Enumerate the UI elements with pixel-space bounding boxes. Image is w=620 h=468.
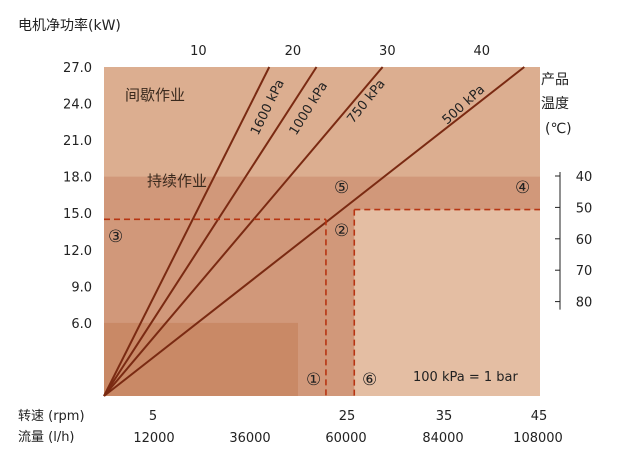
left-tick-label: 18.0 (63, 171, 92, 186)
flow-tick-label: 84000 (422, 431, 463, 446)
marker-5: ⑤ (334, 178, 349, 198)
rpm-tick-label: 35 (436, 409, 453, 424)
marker-1: ① (306, 370, 321, 390)
intermittent-label: 间歇作业 (125, 86, 185, 104)
right-tick-label: 40 (576, 170, 593, 185)
rpm-tick-label: 45 (531, 409, 548, 424)
left-axis-ticks: 27.0 24.0 21.0 18.0 15.0 12.0 9.0 6.0 (63, 61, 92, 332)
right-tick-label: 60 (576, 233, 593, 248)
rpm-tick-label: 25 (339, 409, 356, 424)
right-light-zone (354, 209, 540, 396)
flow-tick-label: 108000 (513, 431, 563, 446)
top-tick-label: 30 (379, 44, 396, 59)
top-axis-ticks: 10 20 30 40 (190, 44, 490, 59)
right-tick-label: 70 (576, 264, 593, 279)
top-tick-label: 10 (190, 44, 207, 59)
continuous-label: 持续作业 (147, 172, 207, 190)
left-tick-label: 27.0 (63, 61, 92, 76)
right-axis-ticks: 40 50 60 70 80 (555, 170, 592, 311)
left-tick-label: 21.0 (63, 134, 92, 149)
flow-tick-label: 36000 (229, 431, 270, 446)
left-tick-label: 15.0 (63, 207, 92, 222)
top-tick-label: 20 (285, 44, 302, 59)
left-tick-label: 9.0 (71, 280, 92, 295)
right-axis-title-line1: 产品 (541, 72, 569, 88)
curve-1000-kpa (103, 66, 318, 397)
left-tick-label: 12.0 (63, 244, 92, 259)
marker-4: ④ (515, 178, 530, 198)
dashed-reference-lines (104, 208, 540, 396)
marker-2: ② (334, 221, 349, 241)
marker-3: ③ (108, 227, 123, 247)
marker-6: ⑥ (362, 370, 377, 390)
top-tick-label: 40 (474, 44, 491, 59)
curve-1600-kpa (103, 66, 271, 397)
flow-axis-label: 流量 (l/h) (18, 430, 75, 445)
right-tick-label: 50 (576, 201, 593, 216)
curve-500-kpa (103, 66, 525, 397)
left-tick-label: 24.0 (63, 98, 92, 113)
curve-750-kpa (103, 66, 384, 397)
rpm-tick-label: 5 (149, 409, 157, 424)
flow-tick-label: 60000 (325, 431, 366, 446)
low-power-zone (104, 322, 298, 396)
rpm-axis-label: 转速 (rpm) (18, 409, 85, 424)
bottom-axis-ticks: 5 25 35 45 12000 36000 60000 84000 108000 (133, 409, 563, 446)
right-axis-title-line3: (℃) (545, 121, 572, 137)
right-axis-title-line2: 温度 (541, 96, 569, 112)
right-tick-label: 80 (576, 296, 593, 311)
chart-title: 电机净功率(kW) (18, 17, 121, 34)
flow-tick-label: 12000 (133, 431, 174, 446)
pressure-note: 100 kPa = 1 bar (413, 370, 518, 385)
left-tick-label: 6.0 (71, 317, 92, 332)
